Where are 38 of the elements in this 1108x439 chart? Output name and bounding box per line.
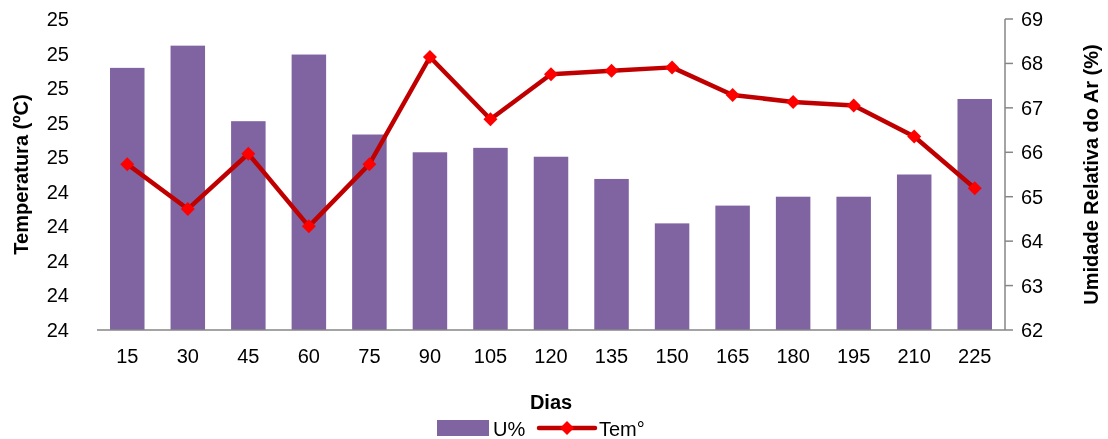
x-tick-label: 90 [418, 345, 442, 367]
x-tick-label: 30 [176, 345, 199, 367]
y2-tick-label: 66 [1021, 141, 1044, 164]
x-tick-label: 150 [655, 345, 689, 367]
legend-label: Tem° [599, 418, 645, 439]
legend-label: U% [493, 418, 526, 439]
x-tick-label: 165 [715, 345, 750, 367]
y2-tick-label: 64 [1021, 230, 1044, 253]
y-tick-label: 24 [46, 180, 69, 203]
y-tick-label: 24 [46, 215, 69, 238]
y-tick-label: 24 [46, 249, 69, 272]
x-tick-label: 105 [473, 345, 508, 367]
x-tick-label: 195 [836, 345, 871, 367]
x-tick-label: 210 [897, 345, 931, 367]
x-tick-label: 180 [776, 345, 810, 367]
x-axis-title: Dias [529, 391, 573, 413]
x-tick-label: 60 [297, 345, 320, 367]
y2-tick-label: 68 [1021, 52, 1044, 75]
y2-tick-label: 65 [1021, 185, 1044, 208]
y-tick-label: 25 [46, 77, 69, 100]
x-tick-label: 75 [358, 345, 381, 367]
y-axis-title: Temperatura (ºC) [10, 94, 32, 255]
x-tick-label: 225 [958, 345, 992, 367]
y-tick-label: 25 [46, 42, 69, 65]
x-tick-label: 135 [594, 345, 629, 367]
x-tick-label: 45 [237, 345, 260, 367]
y-tick-label: 25 [46, 146, 69, 169]
y2-axis-title: Umidade Relativa do Ar (%) [1080, 44, 1102, 305]
y-tick-label: 25 [46, 8, 69, 30]
y2-tick-label: 63 [1021, 274, 1044, 297]
y-tick-label: 24 [46, 284, 69, 307]
y2-tick-label: 67 [1021, 96, 1044, 119]
x-tick-label: 15 [116, 345, 139, 367]
y2-tick-label: 62 [1021, 319, 1044, 341]
y2-tick-label: 69 [1021, 8, 1044, 30]
y-tick-label: 25 [46, 111, 69, 134]
y-tick-label: 24 [46, 319, 69, 341]
x-tick-label: 120 [534, 345, 568, 367]
